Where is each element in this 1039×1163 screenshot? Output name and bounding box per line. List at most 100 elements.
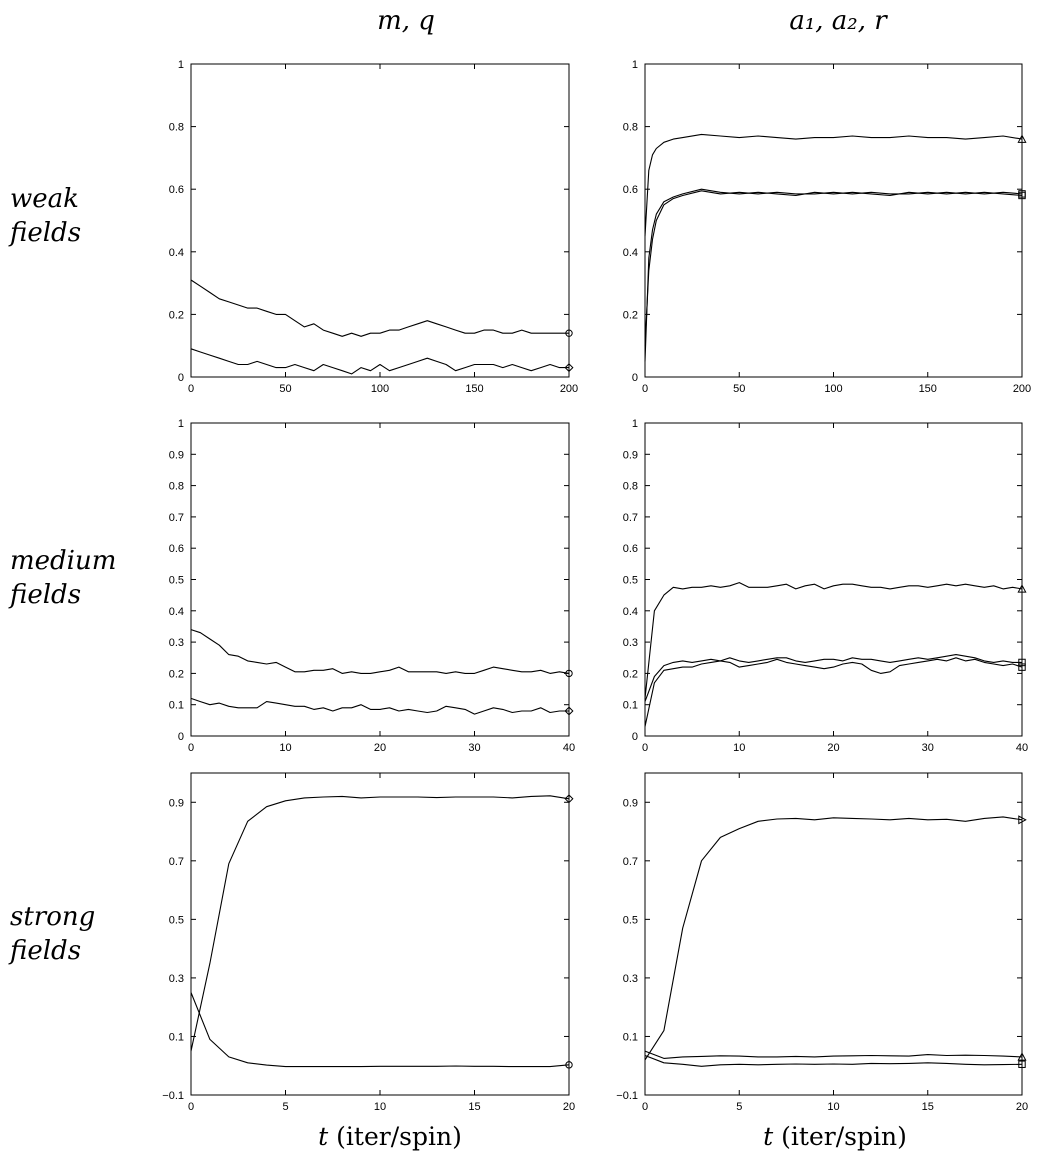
series-end-marker-2 (1018, 663, 1026, 671)
y-tick-label: 0.8 (169, 122, 184, 134)
x-tick-label: 20 (827, 742, 839, 754)
x-axis-caption-right: t (iter/spin) (675, 1122, 995, 1151)
y-tick-label: 0.3 (623, 637, 638, 649)
x-tick-label: 5 (282, 1101, 288, 1113)
y-tick-label: 0.9 (623, 797, 638, 809)
series-end-marker-1 (1017, 134, 1027, 143)
y-tick-label: 0.6 (169, 184, 184, 196)
series-line-1 (644, 816, 1023, 1061)
column-title-a1-a2-r: a₁, a₂, r (789, 6, 887, 36)
y-tick-label: 0.6 (623, 543, 638, 555)
plot-panel-4: 0 10 20 30 40 0 0.1 0.2 0.3 0.4 0.5 0.6 0.7 0.8 0.9 1 (623, 418, 1028, 754)
x-tick-label: 15 (922, 1101, 934, 1113)
y-tick-label: 0.2 (169, 668, 184, 680)
y-tick-label: 0.8 (623, 122, 638, 134)
y-tick-label: 0.2 (623, 668, 638, 680)
y-tick-label: 0.7 (623, 512, 638, 524)
y-tick-label: 0.3 (169, 637, 184, 649)
y-tick-label: 0.7 (169, 856, 184, 868)
series-line-1 (644, 582, 1023, 699)
x-tick-label: 0 (188, 383, 194, 395)
y-tick-label: 1 (632, 418, 638, 430)
series-line-2 (644, 657, 1023, 727)
x-tick-label: 15 (468, 1101, 480, 1113)
column-title-m-q: m, q (377, 6, 435, 36)
series-line-2 (644, 188, 1023, 362)
x-tick-label: 10 (374, 1101, 386, 1113)
y-tick-label: 0.5 (169, 575, 184, 587)
series-line-1 (644, 133, 1023, 237)
y-tick-label: 0.1 (169, 700, 184, 712)
x-tick-label: 100 (824, 383, 842, 395)
x-tick-label: 30 (922, 742, 934, 754)
x-tick-label: 10 (827, 1101, 839, 1113)
series-line-2 (190, 348, 569, 375)
x-tick-label: 30 (468, 742, 480, 754)
y-tick-label: 0 (178, 731, 184, 743)
y-tick-label: 0.3 (169, 973, 184, 985)
series-line-3 (644, 190, 1023, 346)
plot-panel-1: 0 50 100 150 200 0 0.2 0.4 0.6 0.8 1 (169, 59, 578, 395)
series-end-marker-3 (1018, 658, 1026, 667)
y-tick-label: 0.1 (169, 1031, 184, 1043)
x-caption-unit: (iter/spin) (336, 1122, 462, 1151)
x-tick-label: 200 (560, 383, 578, 395)
x-tick-label: 0 (642, 383, 648, 395)
series-end-marker-2 (1017, 1052, 1027, 1061)
y-tick-label: 1 (178, 418, 184, 430)
series-line-3 (644, 1054, 1023, 1067)
y-tick-label: 0.9 (169, 797, 184, 809)
series-end-marker-1 (1018, 815, 1027, 825)
y-tick-label: 0.6 (169, 543, 184, 555)
y-tick-label: 0.4 (623, 247, 638, 259)
x-tick-label: 0 (642, 1101, 648, 1113)
y-tick-label: 0.4 (169, 247, 184, 259)
plot-frame (190, 422, 570, 737)
y-tick-label: 0.6 (623, 184, 638, 196)
x-tick-label: 20 (1016, 1101, 1028, 1113)
x-caption-unit: (iter/spin) (781, 1122, 907, 1151)
plot-frame (190, 63, 570, 378)
y-tick-label: 0.7 (623, 856, 638, 868)
x-tick-label: 10 (733, 742, 745, 754)
y-tick-label: 0.9 (623, 449, 638, 461)
series-line-2 (644, 1050, 1023, 1059)
x-tick-label: 0 (642, 742, 648, 754)
x-tick-label: 0 (188, 1101, 194, 1113)
x-tick-label: 40 (1016, 742, 1028, 754)
series-end-marker-1 (565, 329, 573, 337)
row-label-medium: medium fields (10, 546, 117, 610)
y-tick-label: 0.4 (169, 606, 184, 618)
y-tick-label: −0.1 (616, 1090, 638, 1102)
y-tick-label: 0.5 (169, 914, 184, 926)
x-tick-label: 5 (736, 1101, 742, 1113)
y-tick-label: 0.8 (169, 481, 184, 493)
plot-frame (644, 422, 1023, 737)
x-caption-var: t (763, 1122, 774, 1151)
series-line-2 (190, 697, 569, 715)
series-end-marker-2 (565, 1061, 573, 1069)
series-line-3 (644, 654, 1022, 702)
x-tick-label: 150 (919, 383, 937, 395)
y-tick-label: 0.1 (623, 700, 638, 712)
x-axis-caption-left: t (iter/spin) (230, 1122, 550, 1151)
x-tick-label: 20 (374, 742, 386, 754)
y-tick-label: 0 (632, 372, 638, 384)
row-label-strong: strong fields (10, 902, 96, 966)
series-end-marker-3 (1018, 190, 1026, 198)
y-tick-label: 0.7 (169, 512, 184, 524)
y-tick-label: 1 (632, 59, 638, 71)
series-end-marker-1 (565, 669, 573, 678)
plot-panel-2: 0 50 100 150 200 0 0.2 0.4 0.6 0.8 1 (623, 59, 1031, 395)
row-label-weak: weak fields (10, 184, 82, 248)
y-tick-label: −0.1 (162, 1090, 184, 1102)
plot-frame (644, 63, 1023, 378)
x-tick-label: 150 (465, 383, 483, 395)
y-tick-label: 0.5 (623, 914, 638, 926)
x-tick-label: 100 (371, 383, 389, 395)
series-line-1 (190, 795, 570, 1052)
y-tick-label: 0.5 (623, 575, 638, 587)
y-tick-label: 0 (178, 372, 184, 384)
series-end-marker-3 (1018, 1060, 1026, 1068)
